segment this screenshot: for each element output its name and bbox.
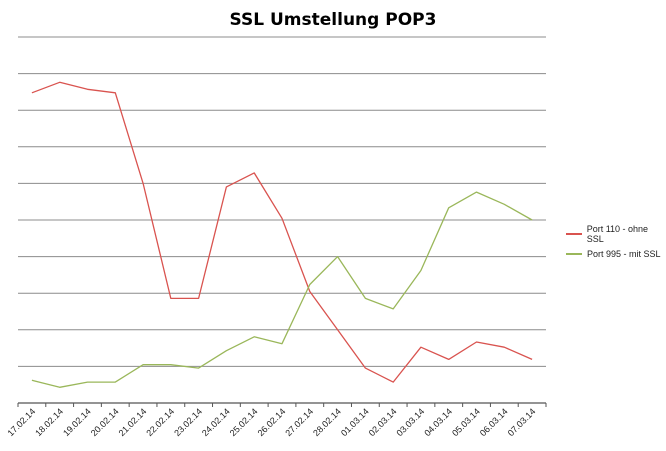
series-line-port-110: [31, 81, 533, 383]
x-tick-label: 04.03.14: [422, 406, 454, 438]
x-tick-label: 19.02.14: [61, 406, 93, 438]
legend-swatch: [566, 253, 582, 255]
legend-item: Port 110 - ohne SSL: [566, 224, 666, 244]
x-axis: 17.02.1418.02.1419.02.1420.02.1421.02.14…: [5, 403, 547, 438]
legend-label: Port 995 - mit SSL: [587, 249, 661, 259]
series-line-port-995: [31, 191, 533, 388]
x-tick-label: 28.02.14: [311, 406, 343, 438]
x-tick-label: 27.02.14: [283, 406, 315, 438]
x-tick-label: 26.02.14: [256, 406, 288, 438]
x-tick-label: 22.02.14: [144, 406, 176, 438]
legend-item: Port 995 - mit SSL: [566, 244, 666, 264]
x-tick-label: 05.03.14: [450, 406, 482, 438]
x-tick-label: 02.03.14: [367, 406, 399, 438]
x-tick-label: 01.03.14: [339, 406, 371, 438]
x-tick-label: 20.02.14: [89, 406, 121, 438]
x-tick-label: 21.02.14: [117, 406, 149, 438]
x-tick-label: 06.03.14: [478, 406, 510, 438]
legend: Port 110 - ohne SSL Port 995 - mit SSL: [566, 224, 666, 264]
x-tick-label: 17.02.14: [5, 406, 37, 438]
gridlines: [18, 36, 546, 404]
x-tick-label: 23.02.14: [172, 406, 204, 438]
x-tick-label: 25.02.14: [228, 406, 260, 438]
x-tick-label: 18.02.14: [33, 406, 65, 438]
legend-label: Port 110 - ohne SSL: [586, 224, 649, 244]
x-tick-label: 07.03.14: [506, 406, 538, 438]
x-tick-label: 03.03.14: [395, 406, 427, 438]
series-lines: [31, 81, 533, 388]
chart-title: SSL Umstellung POP3: [229, 10, 437, 30]
x-tick-label: 24.02.14: [200, 406, 232, 438]
legend-swatch: [566, 233, 582, 235]
